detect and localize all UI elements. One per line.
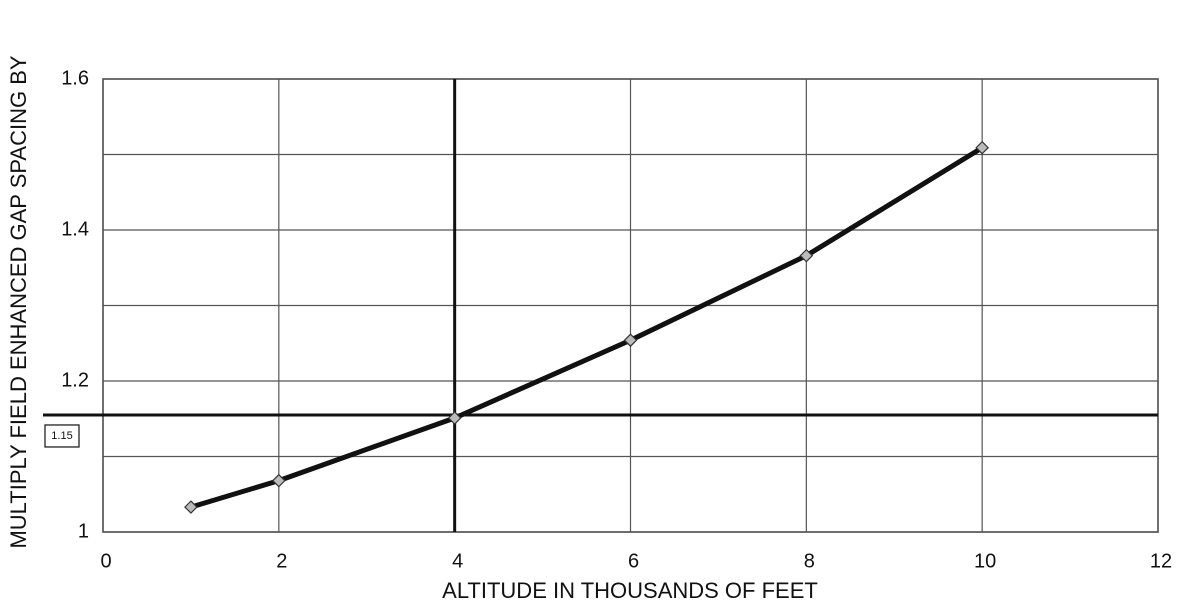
- x-tick-label: 6: [628, 550, 639, 572]
- data-point: [184, 500, 198, 514]
- y-tick-label: 1: [78, 520, 89, 542]
- data-point: [799, 248, 814, 263]
- x-tick-label: 10: [974, 550, 996, 572]
- reference-y-label: 1.15: [51, 430, 72, 442]
- data-point: [975, 140, 990, 155]
- data-point: [271, 473, 286, 488]
- y-tick-label: 1.2: [61, 369, 89, 391]
- data-line: [190, 145, 984, 510]
- x-tick-label: 2: [276, 550, 287, 572]
- y-axis-label: MULTIPLY FIELD ENHANCED GAP SPACING BY: [6, 55, 31, 548]
- x-tick-label: 4: [452, 550, 463, 572]
- x-tick-label: 12: [1150, 550, 1172, 572]
- x-axis-label: ALTITUDE IN THOUSANDS OF FEET: [442, 578, 818, 603]
- data-point: [623, 333, 638, 348]
- y-tick-label: 1.4: [61, 218, 89, 240]
- data-point: [447, 411, 462, 425]
- reference-label-box: [44, 424, 80, 448]
- y-tick-label: 1.6: [61, 67, 89, 89]
- x-tick-label: 0: [100, 550, 111, 572]
- x-tick-label: 8: [804, 550, 815, 572]
